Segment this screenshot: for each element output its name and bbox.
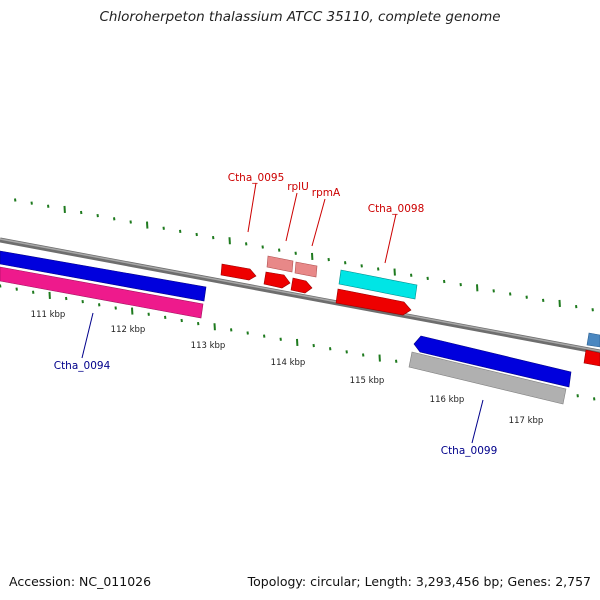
label-rpma: rpmA <box>312 187 341 199</box>
gene-blue-left[interactable] <box>0 250 207 302</box>
gene-ctha-0094[interactable] <box>0 266 204 319</box>
genome-backbone <box>0 237 600 355</box>
kbp-label: 115 kbp <box>350 376 385 386</box>
top-leader-lines <box>247 182 397 264</box>
kbp-label: 114 kbp <box>271 358 306 368</box>
gene-red-lower-3[interactable] <box>335 288 412 316</box>
kbp-label: 117 kbp <box>509 416 544 426</box>
gene-rpma[interactable] <box>294 261 318 278</box>
outer-tick-row <box>14 198 594 312</box>
gene-steelblue-partial[interactable] <box>586 332 600 348</box>
gene-ctha-0095[interactable] <box>220 263 257 281</box>
map-title: Chloroherpeton thalassium ATCC 35110, co… <box>99 9 501 25</box>
kbp-label: 113 kbp <box>191 341 226 351</box>
label-ctha-0095: Ctha_0095 <box>228 172 285 184</box>
label-ctha-0094: Ctha_0094 <box>54 360 111 372</box>
gene-ctha-0098[interactable] <box>338 269 418 300</box>
kbp-label: 116 kbp <box>430 395 465 405</box>
label-rplu: rplU <box>287 181 309 193</box>
gene-red-lower-2[interactable] <box>290 277 313 294</box>
forward-strand <box>220 255 600 348</box>
gene-ctha-0099[interactable] <box>408 351 567 405</box>
genome-summary-text: Topology: circular; Length: 3,293,456 bp… <box>247 574 591 589</box>
kbp-label: 111 kbp <box>31 310 66 320</box>
label-ctha-0098: Ctha_0098 <box>368 203 425 215</box>
bottom-leader-lines <box>81 312 484 444</box>
label-ctha-0099: Ctha_0099 <box>441 445 498 457</box>
reverse-strand <box>0 250 600 405</box>
gene-red-partial-right[interactable] <box>583 349 600 367</box>
gene-red-lower-1[interactable] <box>263 271 291 289</box>
genome-backbone-highlight <box>0 238 600 352</box>
gene-blue-right[interactable] <box>413 335 572 388</box>
kbp-labels: 111 kbp 112 kbp 113 kbp 114 kbp 115 kbp … <box>31 310 544 426</box>
accession-text: Accession: NC_011026 <box>9 574 152 589</box>
kbp-label: 112 kbp <box>111 325 146 335</box>
gene-rplu[interactable] <box>266 255 294 273</box>
